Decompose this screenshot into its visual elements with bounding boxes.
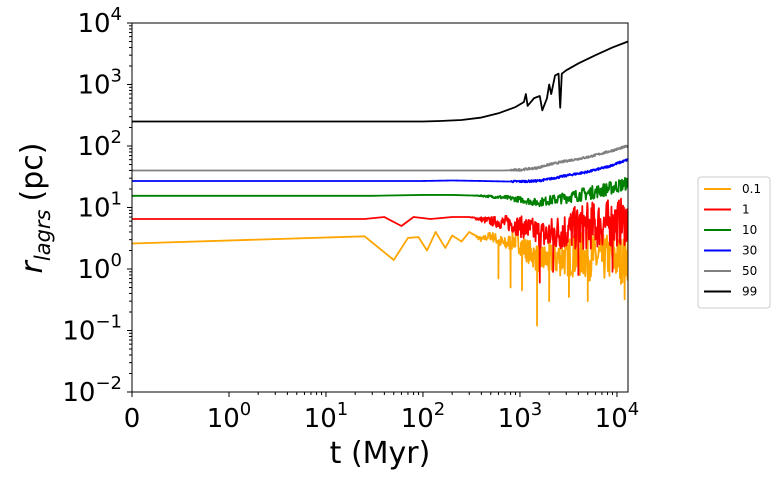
x-tick-label: 102 [401, 399, 446, 434]
series-layer [132, 40, 628, 327]
legend-label-0.1: 0.1 [742, 182, 761, 196]
y-tick-label: 104 [77, 4, 122, 39]
legend-label-1: 1 [742, 203, 750, 217]
legend-frame [697, 176, 771, 309]
x-tick-label: 104 [595, 399, 640, 434]
y-tick-label: 10−2 [62, 373, 122, 408]
x-axis-label: t (Myr) [330, 436, 431, 471]
series-line-1 [132, 197, 628, 284]
series-line-50 [132, 144, 628, 172]
series-line-99 [132, 40, 628, 123]
y-tick-label: 103 [77, 66, 122, 101]
x-tick-label: 100 [207, 399, 252, 434]
legend-label-10: 10 [742, 223, 757, 237]
y-tick-label: 101 [77, 189, 122, 224]
y-axis-label-subscript: lagrs [31, 209, 55, 261]
legend-label-30: 30 [742, 244, 757, 258]
x-tick-label: 0 [124, 404, 141, 434]
ticks-layer: 0 100 101 102 103 104 10−2 10−1 100 101 102 103 104 [62, 4, 639, 434]
series-line-0.1 [132, 230, 628, 327]
y-axis-label-main: r [15, 259, 50, 273]
x-tick-label: 103 [498, 399, 543, 434]
legend-label-50: 50 [742, 264, 757, 278]
y-axis-label-unit: (pc) [15, 143, 50, 202]
legend-label-99: 99 [742, 285, 757, 299]
y-tick-label: 102 [77, 127, 122, 162]
legend: 0.1 1 10 30 50 99 [697, 176, 771, 309]
x-tick-label: 101 [304, 399, 349, 434]
y-tick-label: 100 [77, 250, 122, 285]
series-line-30 [132, 158, 628, 184]
y-axis-label: rlagrs (pc) [15, 143, 55, 274]
series-line-10 [132, 176, 628, 208]
y-tick-label: 10−1 [62, 312, 122, 347]
